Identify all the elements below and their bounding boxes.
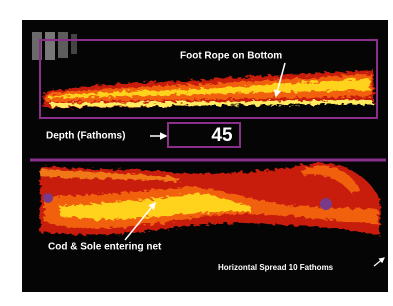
label-catch: Cod & Sole entering net: [48, 242, 162, 253]
net-marker: [320, 198, 332, 210]
depth-value: 45: [211, 125, 233, 146]
label-spread: Horizontal Spread 10 Fathoms: [218, 263, 334, 272]
label-foot-rope: Foot Rope on Bottom: [180, 51, 282, 62]
sonar-screenshot: Foot Rope on Bottom Depth (Fathoms) 45 C…: [0, 0, 393, 306]
label-depth: Depth (Fathoms): [46, 131, 125, 142]
net-marker: [43, 193, 53, 203]
page: {"labels": {"foot_rope": "Foot Rope on B…: [0, 0, 393, 306]
